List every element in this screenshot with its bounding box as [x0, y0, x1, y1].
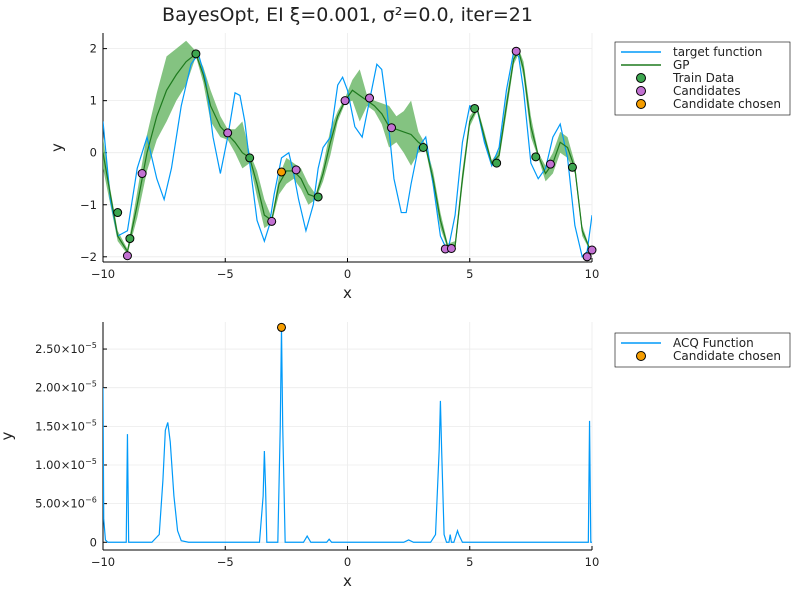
chart-title: BayesOpt, EI ξ=0.001, σ²=0.0, iter=21	[162, 4, 533, 26]
train-data-point	[531, 152, 541, 162]
candidate-chosen-point	[276, 322, 286, 332]
candidate-point	[223, 128, 233, 138]
x-axis-label: x	[343, 284, 352, 302]
train-data-point	[245, 153, 255, 163]
legend-label: target function	[673, 45, 762, 59]
legend-box	[614, 332, 791, 368]
legend-marker-swatch	[636, 86, 646, 96]
legend-label: Candidate chosen	[673, 349, 781, 363]
x-tick-label: 0	[344, 267, 351, 281]
candidate-point	[365, 93, 375, 103]
y-tick-label: 1	[90, 94, 97, 108]
train-data-point	[125, 234, 135, 244]
train-data-point	[113, 208, 123, 218]
train-data-point	[567, 162, 577, 172]
candidate-point	[291, 165, 301, 175]
candidate-chosen-point	[276, 167, 286, 177]
y-tick-label: 0	[90, 535, 97, 549]
candidate-point	[545, 159, 555, 169]
train-data-point	[191, 49, 201, 59]
y-tick-label: 2.50×10	[35, 342, 85, 356]
candidate-point	[387, 123, 397, 133]
x-tick-label: 10	[585, 267, 600, 281]
candidate-point	[137, 169, 147, 179]
x-tick-label: 0	[344, 555, 351, 569]
train-data-point	[492, 158, 502, 168]
y-tick-label: 2.00×10	[35, 381, 85, 395]
train-data-point	[470, 103, 480, 113]
acq-function-line	[103, 327, 592, 543]
candidate-point	[582, 252, 592, 262]
candidate-point	[446, 243, 456, 253]
x-tick-label: 5	[466, 267, 473, 281]
x-tick-label: −5	[217, 555, 234, 569]
y-tick-exponent: −5	[85, 380, 97, 389]
legend-label: GP	[673, 58, 690, 72]
y-tick-exponent: −5	[85, 457, 97, 466]
legend-label: ACQ Function	[673, 336, 754, 350]
candidate-point	[511, 46, 521, 56]
x-tick-label: −10	[91, 555, 115, 569]
x-axis-label: x	[343, 572, 352, 590]
candidate-point	[122, 251, 132, 261]
legend-label: Train Data	[672, 71, 734, 85]
y-tick-label: 1.00×10	[35, 458, 85, 472]
y-tick-label: 1.50×10	[35, 419, 85, 433]
y-axis-label: y	[48, 143, 66, 152]
plot-area	[103, 327, 592, 543]
legend-marker-swatch	[636, 99, 646, 109]
gp-mean-line	[103, 49, 592, 255]
y-tick-label: −2	[80, 250, 97, 264]
train-data-point	[418, 143, 428, 152]
x-tick-label: −10	[91, 267, 115, 281]
y-tick-exponent: −5	[85, 341, 97, 350]
legend-label: Candidates	[673, 84, 741, 98]
y-tick-label: 2	[90, 42, 97, 56]
candidate-point	[267, 216, 277, 226]
y-tick-exponent: −5	[85, 418, 97, 427]
x-tick-label: −5	[217, 267, 234, 281]
y-tick-exponent: −6	[85, 496, 97, 505]
x-tick-label: 10	[585, 555, 600, 569]
legend-label: Candidate chosen	[673, 97, 781, 111]
legend-marker-swatch	[636, 351, 646, 361]
train-data-point	[313, 192, 323, 202]
legend-marker-swatch	[636, 73, 646, 83]
x-tick-label: 5	[466, 555, 473, 569]
y-tick-label: 5.00×10	[35, 497, 85, 511]
candidate-point	[587, 245, 597, 255]
y-axis-label: y	[0, 431, 16, 440]
y-tick-label: 0	[90, 146, 97, 160]
y-tick-label: −1	[80, 198, 97, 212]
candidate-point	[340, 96, 350, 106]
